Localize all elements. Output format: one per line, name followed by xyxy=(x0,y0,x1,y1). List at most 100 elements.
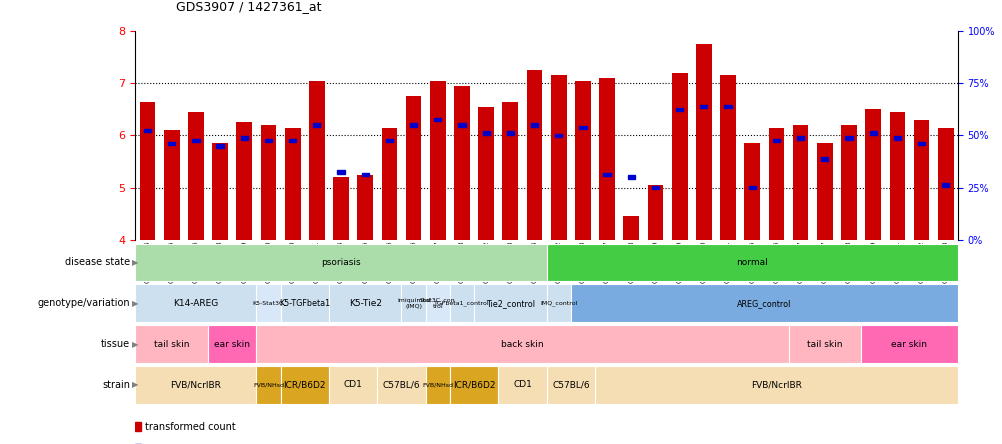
Bar xyxy=(192,139,199,143)
Bar xyxy=(337,170,345,174)
FancyBboxPatch shape xyxy=(425,285,450,322)
Bar xyxy=(430,81,445,240)
Bar xyxy=(723,105,731,108)
Bar xyxy=(598,78,614,240)
Text: C57BL/6: C57BL/6 xyxy=(383,381,420,389)
FancyBboxPatch shape xyxy=(546,366,594,404)
Bar xyxy=(530,123,538,127)
Bar xyxy=(845,136,852,140)
Bar xyxy=(410,123,417,127)
FancyBboxPatch shape xyxy=(135,285,257,322)
Text: FVB/NcrIBR: FVB/NcrIBR xyxy=(750,381,801,389)
Bar xyxy=(212,143,227,240)
Bar xyxy=(941,183,949,186)
Bar xyxy=(506,131,513,135)
Bar xyxy=(187,112,203,240)
Bar xyxy=(792,125,808,240)
Text: K5-Stat3C: K5-Stat3C xyxy=(253,301,284,306)
Bar xyxy=(313,123,321,127)
FancyBboxPatch shape xyxy=(281,366,329,404)
Text: FVB/NHsd: FVB/NHsd xyxy=(253,382,284,388)
FancyBboxPatch shape xyxy=(257,366,281,404)
Text: disease state: disease state xyxy=(65,258,130,267)
Bar xyxy=(240,136,247,140)
Text: IMQ_control: IMQ_control xyxy=(539,301,577,306)
Text: K14-AREG: K14-AREG xyxy=(173,299,218,308)
Bar xyxy=(768,127,784,240)
Text: FVB/NcrIBR: FVB/NcrIBR xyxy=(170,381,221,389)
FancyBboxPatch shape xyxy=(861,325,957,363)
Text: ▶: ▶ xyxy=(132,258,138,267)
Text: CD1: CD1 xyxy=(512,381,531,389)
Bar xyxy=(917,142,924,145)
Bar xyxy=(168,142,175,145)
Text: ear skin: ear skin xyxy=(214,340,249,349)
Text: C57BL/6: C57BL/6 xyxy=(551,381,589,389)
FancyBboxPatch shape xyxy=(207,325,257,363)
FancyBboxPatch shape xyxy=(377,366,425,404)
Bar xyxy=(139,102,155,240)
FancyBboxPatch shape xyxy=(257,325,788,363)
Bar xyxy=(821,157,828,161)
Bar xyxy=(289,139,296,143)
Bar xyxy=(817,143,832,240)
Bar xyxy=(265,139,272,143)
Text: TGFbeta1_control: TGFbeta1_control xyxy=(434,301,489,306)
Bar xyxy=(482,131,489,135)
Bar xyxy=(285,127,301,240)
FancyBboxPatch shape xyxy=(281,285,329,322)
Text: strain: strain xyxy=(102,380,130,390)
Bar xyxy=(719,75,735,240)
FancyBboxPatch shape xyxy=(594,366,957,404)
Text: tail skin: tail skin xyxy=(807,340,842,349)
FancyBboxPatch shape xyxy=(329,285,401,322)
FancyBboxPatch shape xyxy=(425,366,450,404)
Bar xyxy=(671,73,686,240)
Bar xyxy=(216,144,223,147)
Bar xyxy=(550,75,566,240)
Bar xyxy=(747,186,756,189)
Text: normal: normal xyxy=(735,258,768,267)
Text: ICR/B6D2: ICR/B6D2 xyxy=(452,381,495,389)
Text: GDS3907 / 1427361_at: GDS3907 / 1427361_at xyxy=(175,0,321,13)
Text: tissue: tissue xyxy=(101,339,130,349)
Text: tail skin: tail skin xyxy=(153,340,189,349)
Bar xyxy=(623,216,638,240)
Bar xyxy=(458,123,465,127)
Bar xyxy=(362,173,369,176)
Bar xyxy=(889,112,905,240)
Text: psoriasis: psoriasis xyxy=(321,258,361,267)
Text: FVB/NHsd: FVB/NHsd xyxy=(422,382,453,388)
FancyBboxPatch shape xyxy=(135,244,546,281)
Text: ▶: ▶ xyxy=(132,340,138,349)
Bar xyxy=(163,130,179,240)
Bar xyxy=(406,96,421,240)
FancyBboxPatch shape xyxy=(135,366,257,404)
Bar xyxy=(675,107,682,111)
Bar xyxy=(797,136,804,140)
Text: transformed count: transformed count xyxy=(145,422,236,432)
FancyBboxPatch shape xyxy=(570,285,957,322)
Text: imiquimod
(IMQ): imiquimod (IMQ) xyxy=(397,298,430,309)
Text: back skin: back skin xyxy=(501,340,543,349)
FancyBboxPatch shape xyxy=(329,366,377,404)
Bar xyxy=(386,139,393,143)
Bar xyxy=(554,134,562,137)
Bar xyxy=(236,123,252,240)
Bar xyxy=(143,128,151,132)
Bar xyxy=(743,143,760,240)
Bar xyxy=(357,174,373,240)
FancyBboxPatch shape xyxy=(135,325,207,363)
Bar xyxy=(699,105,706,108)
Bar xyxy=(261,125,276,240)
Text: ear skin: ear skin xyxy=(891,340,927,349)
Bar xyxy=(434,118,441,122)
Bar xyxy=(865,109,880,240)
FancyBboxPatch shape xyxy=(498,366,546,404)
Text: AREG_control: AREG_control xyxy=(736,299,791,308)
Bar xyxy=(651,186,658,189)
Bar xyxy=(478,107,494,240)
FancyBboxPatch shape xyxy=(450,285,474,322)
Text: CD1: CD1 xyxy=(344,381,362,389)
Bar xyxy=(135,422,141,431)
